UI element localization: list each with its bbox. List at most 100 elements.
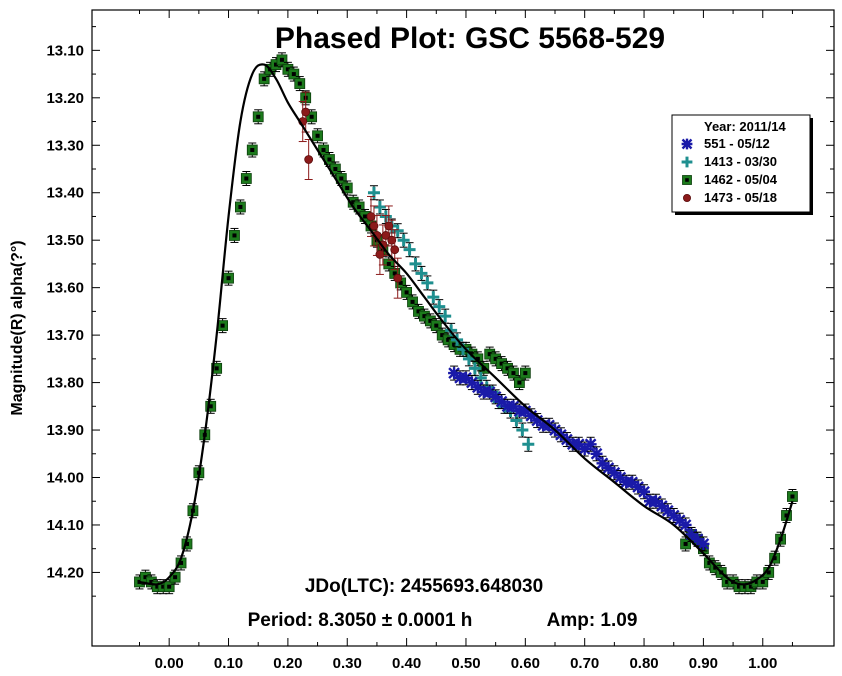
data-point-center: [333, 167, 338, 171]
data-point-center: [499, 361, 504, 366]
data-point-center: [790, 494, 795, 499]
y-tick-label: 13.50: [46, 232, 84, 249]
y-tick-label: 13.90: [46, 422, 84, 439]
data-point: [415, 267, 428, 280]
x-tick-label: 0.60: [511, 655, 540, 672]
data-point: [608, 466, 621, 479]
data-point-center: [291, 72, 296, 77]
data-point-center: [428, 318, 433, 323]
x-tick-label: 0.40: [392, 655, 421, 672]
data-point-center: [766, 570, 771, 575]
legend-entry: 1413 - 03/30: [681, 154, 777, 169]
data-point: [387, 235, 397, 245]
y-tick-label: 13.70: [46, 327, 84, 344]
data-point: [375, 250, 385, 259]
data-point: [673, 514, 686, 527]
data-point: [584, 438, 597, 451]
y-tick-label: 13.10: [46, 42, 84, 59]
data-point: [301, 107, 311, 117]
data-point: [369, 221, 379, 231]
data-point-center: [505, 366, 510, 371]
data-point-center: [220, 323, 225, 328]
data-point-center: [517, 380, 522, 385]
legend-entry: 1462 - 05/04: [682, 172, 778, 187]
data-point-center: [173, 575, 178, 580]
fit-curve: [139, 63, 794, 586]
x-tick-label: 0.80: [629, 655, 658, 672]
data-point-center: [297, 81, 302, 86]
y-tick-label: 13.30: [46, 137, 84, 154]
data-point-center: [167, 584, 172, 589]
data-point: [393, 273, 403, 283]
data-point-center: [748, 584, 753, 589]
data-point-center: [262, 76, 267, 81]
data-point: [468, 362, 481, 375]
y-tick-label: 14.00: [46, 470, 84, 487]
y-tick-label: 13.80: [46, 375, 84, 392]
data-point: [685, 528, 698, 541]
data-point-center: [279, 57, 284, 62]
data-point-center: [321, 148, 326, 153]
x-tick-label: 0.50: [451, 655, 480, 672]
data-point: [489, 390, 502, 403]
data-point: [667, 509, 680, 522]
legend-entry: 1473 - 05/18: [683, 190, 777, 205]
data-point: [427, 291, 440, 304]
data-point-center: [754, 579, 759, 584]
plot-frame: [91, 9, 835, 647]
x-tick-label: 1.00: [748, 655, 777, 672]
data-point-center: [487, 352, 492, 357]
legend-marker: [683, 193, 692, 202]
data-point: [655, 499, 668, 512]
data-point-center: [440, 333, 445, 338]
x-tick-labels: 0.00 0.10 0.20 0.30 0.40 0.50 0.60 0.70 0.80 0.90…: [155, 655, 778, 672]
data-point-center: [434, 323, 439, 328]
jd-epoch-label: JDo(LTC): 2455693.648030: [305, 576, 543, 597]
data-point-center: [683, 541, 688, 546]
amplitude-label: Amp: 1.09: [547, 610, 638, 631]
legend-entry-label: 1473 - 05/18: [704, 190, 777, 205]
x-tick-label: 0.10: [214, 655, 243, 672]
data-point: [471, 381, 484, 394]
data-point: [510, 414, 523, 427]
data-point-center: [274, 62, 279, 67]
data-point: [679, 518, 692, 531]
data-point: [596, 457, 609, 470]
data-point-center: [398, 280, 403, 285]
x-tick-label: 0.90: [689, 655, 718, 672]
data-point: [560, 433, 573, 446]
data-point: [661, 504, 674, 517]
data-point-center: [226, 276, 231, 281]
x-tick-label: 0.20: [273, 655, 302, 672]
legend-box-shadow-bottom: [675, 212, 813, 215]
data-point-center: [155, 584, 160, 589]
data-point: [525, 409, 538, 422]
legend-marker: [681, 156, 693, 168]
data-point-center: [143, 575, 148, 580]
x-tick-label: 0.70: [570, 655, 599, 672]
data-point: [697, 537, 710, 550]
y-tick-labels: 13.10 13.20 13.30 13.40 13.50 13.60 13.70 13.80…: [46, 42, 84, 581]
data-point-center: [707, 560, 712, 565]
data-point-center: [345, 185, 350, 190]
data-point-center: [523, 371, 528, 376]
data-point-center: [784, 513, 789, 518]
legend-entry-label: 551 - 05/12: [704, 136, 770, 151]
data-point: [433, 300, 446, 313]
data-point: [421, 276, 434, 289]
data-point-center: [386, 261, 391, 266]
data-point-center: [737, 584, 742, 589]
chart-title: Phased Plot: GSC 5568-529: [275, 22, 665, 55]
data-point: [649, 495, 662, 508]
data-point-center: [493, 356, 498, 361]
legend-header: Year: 2011/14: [704, 119, 786, 134]
data-point-center: [392, 271, 397, 276]
data-point-center: [250, 148, 255, 153]
data-point: [638, 485, 651, 498]
data-point-center: [161, 584, 166, 589]
data-point-center: [404, 290, 409, 295]
data-point-center: [327, 157, 332, 162]
data-point-center: [285, 67, 290, 72]
data-point: [519, 405, 532, 418]
